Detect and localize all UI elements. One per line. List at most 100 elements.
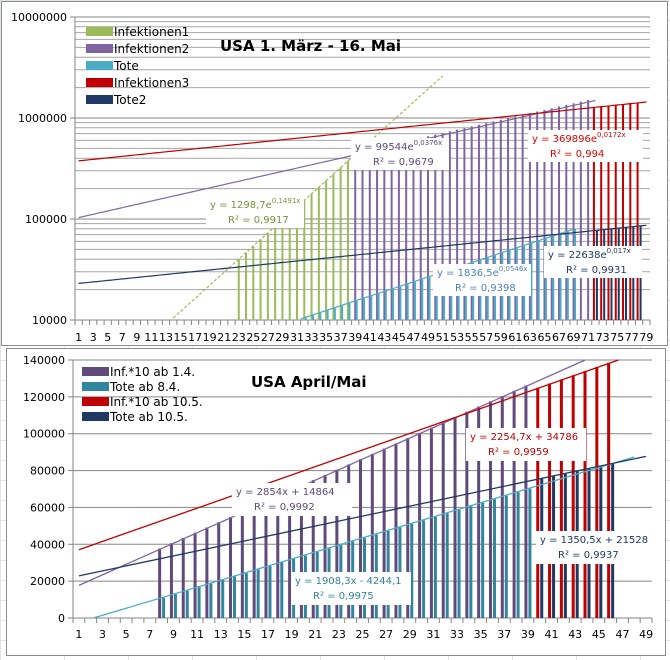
x-tick-label: 43	[568, 628, 582, 641]
y-tick-label: 10000000	[11, 11, 67, 24]
x-tick-label: 15	[174, 331, 188, 344]
x-tick-label: 39	[521, 628, 535, 641]
x-tick-label: 57	[479, 331, 493, 344]
x-tick-label: 61	[508, 331, 522, 344]
bar-inf-10-ab-1-4-	[229, 516, 233, 618]
bar-inf-10-ab-1-4-	[252, 506, 256, 618]
x-tick-label: 69	[567, 331, 581, 344]
legend-label-infektionen3: Infektionen3	[114, 76, 189, 90]
equation-box	[351, 138, 449, 170]
bar-inf-10-ab-1-4-	[406, 438, 410, 618]
equation-exponent: 0,0172x	[597, 131, 626, 139]
x-tick-label: 31	[290, 331, 304, 344]
bar-inf-10-ab-1-4-	[429, 427, 433, 618]
bar-inf-10-ab-10-5-	[595, 366, 599, 618]
x-tick-label: 15	[237, 628, 251, 641]
bar-inf-10-ab-1-4-	[264, 501, 268, 618]
bar-inf-10-ab-1-4-	[288, 490, 292, 618]
bar-tote-ab-8-4-	[445, 513, 449, 618]
bar-inf-10-ab-1-4-	[418, 432, 422, 618]
y-tick-label: 120000	[23, 391, 65, 404]
x-tick-label: 27	[379, 628, 393, 641]
r-squared-text: R² = 0,9959	[488, 447, 549, 458]
x-tick-label: 7	[146, 628, 153, 641]
legend-swatch-tote2	[86, 95, 113, 104]
bar-tote-ab-8-4-	[197, 587, 201, 618]
x-tick-label: 25	[246, 331, 260, 344]
x-tick-label: 17	[261, 628, 275, 641]
equation-exponent: 0,017x	[607, 247, 631, 255]
x-tick-label: 11	[190, 628, 204, 641]
equation-text: y = 1908,3x - 4244,1	[295, 576, 402, 587]
bar-inf-10-ab-1-4-	[382, 448, 386, 618]
bar-tote-ab-8-4-	[516, 492, 520, 618]
equation-box	[291, 572, 411, 605]
bar-tote-ab-8-4-	[481, 502, 485, 618]
trendline-tote-ab-10-5-	[78, 455, 647, 577]
bar-inf-10-ab-1-4-	[347, 464, 351, 618]
equation-exponent: 0,1491x	[272, 197, 301, 205]
x-tick-label: 25	[356, 628, 370, 641]
bar-inf-10-ab-1-4-	[240, 511, 244, 618]
bar-tote-ab-8-4-	[185, 590, 189, 618]
trend-equation-tote-ab-10-5-: y = 1350,5x + 21528 R² = 0,9937	[536, 531, 656, 564]
legend-label-inf-10-ab-10-5-: Inf.*10 ab 10.5.	[110, 395, 203, 409]
x-tick-label: 23	[232, 331, 246, 344]
bar-tote-ab-8-4-	[457, 509, 461, 618]
bar-inf-10-ab-1-4-	[335, 469, 339, 618]
bar-inf-10-ab-1-4-	[453, 417, 457, 618]
bar-tote-ab-8-4-	[268, 566, 272, 618]
y-tick-label: 40000	[30, 538, 65, 551]
bar-tote-ab-8-4-	[162, 597, 166, 618]
equation-box	[536, 531, 656, 564]
bar-inf-10-ab-10-5-	[536, 387, 540, 618]
x-tick-label: 23	[332, 628, 346, 641]
bar-tote-ab-8-4-	[221, 580, 225, 618]
trend-equation-inf-10-ab-10-5-: y = 2254,7x + 34786 R² = 0,9959	[466, 428, 586, 461]
x-tick-label: 31	[426, 628, 440, 641]
x-tick-label: 55	[465, 331, 479, 344]
legend-swatch-infektionen3	[86, 78, 113, 87]
bar-tote-ab-8-4-	[280, 562, 284, 618]
x-tick-label: 29	[275, 331, 289, 344]
equation-box	[206, 196, 304, 228]
x-tick-label: 5	[104, 331, 111, 344]
r-squared-text: R² = 0,9992	[254, 502, 315, 513]
equation-exponent: 0,0546x	[499, 265, 528, 273]
legend-swatch-tote-ab-10-5-	[82, 412, 109, 421]
bar-inf-10-ab-10-5-	[607, 362, 611, 618]
x-tick-label: 7	[119, 331, 126, 344]
x-tick-label: 49	[639, 628, 653, 641]
trendline-inf-10-ab-1-4-	[78, 359, 586, 586]
trendline-inf-10-ab-10-5-	[78, 359, 619, 551]
legend-label-tote: Tote	[113, 59, 139, 73]
bar-inf-10-ab-10-5-	[548, 383, 552, 618]
x-tick-label: 1	[75, 628, 82, 641]
x-tick-label: 13	[159, 331, 173, 344]
x-tick-label: 33	[305, 331, 319, 344]
trendline-infektionen1	[172, 75, 443, 319]
x-tick-label: 39	[348, 331, 362, 344]
bar-tote-ab-8-4-	[492, 499, 496, 618]
bar-inf-10-ab-1-4-	[169, 543, 173, 618]
x-tick-label: 27	[261, 331, 275, 344]
legend-label-tote2: Tote2	[113, 93, 146, 107]
x-tick-label: 35	[319, 331, 333, 344]
x-tick-label: 41	[545, 628, 559, 641]
bar-tote-ab-8-4-	[209, 583, 213, 618]
x-tick-label: 9	[133, 331, 140, 344]
bar-tote-ab-8-4-	[173, 594, 177, 618]
bar-inf-10-ab-1-4-	[500, 396, 504, 618]
bar-inf-10-ab-1-4-	[370, 453, 374, 618]
x-tick-label: 33	[450, 628, 464, 641]
x-tick-label: 19	[203, 331, 217, 344]
x-tick-label: 45	[392, 331, 406, 344]
legend-swatch-inf-10-ab-1-4-	[82, 367, 109, 376]
legend-swatch-infektionen1	[86, 27, 113, 36]
r-squared-text: R² = 0,9917	[228, 215, 289, 226]
trendline-infektionen3	[78, 101, 647, 162]
equation-box	[232, 483, 352, 516]
r-squared-text: R² = 0,994	[550, 149, 604, 160]
bar-tote-ab-8-4-	[422, 520, 426, 618]
